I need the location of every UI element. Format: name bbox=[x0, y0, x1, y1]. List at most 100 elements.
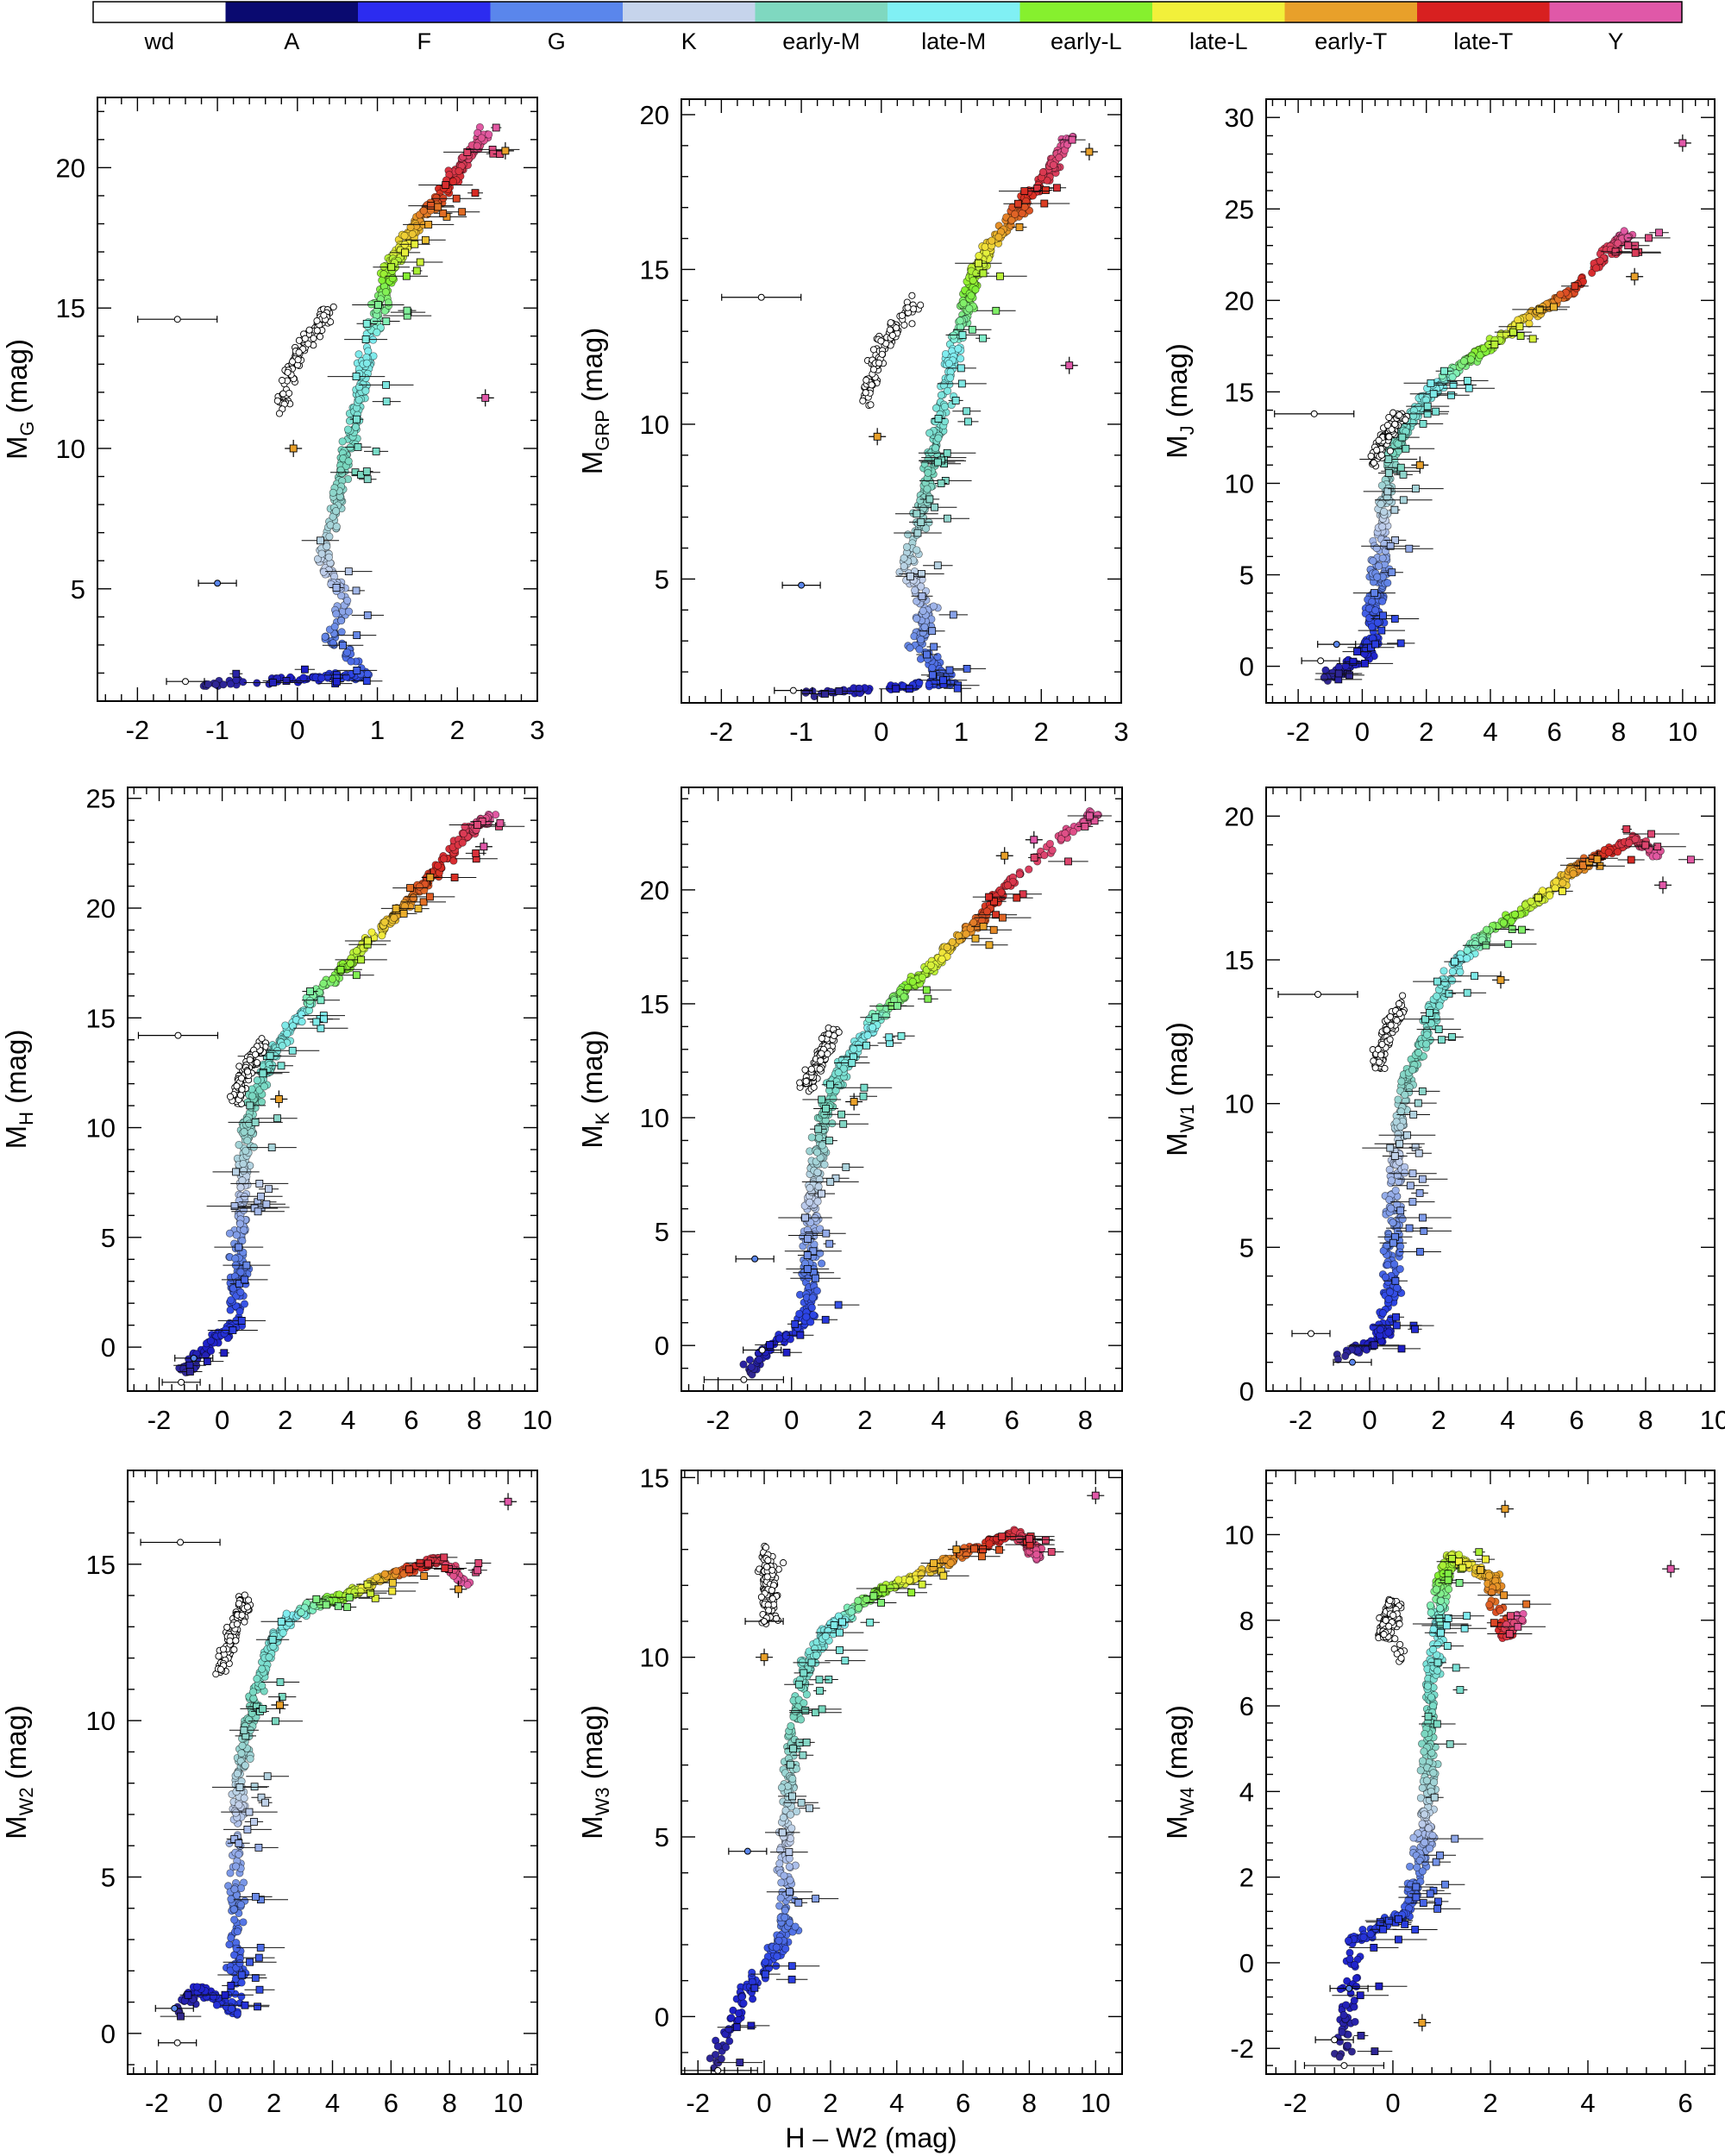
outlier-point bbox=[1019, 890, 1027, 899]
ms-point bbox=[918, 973, 926, 981]
outlier-point bbox=[387, 263, 396, 272]
y-tick-label: 15 bbox=[640, 254, 669, 285]
wd-point bbox=[253, 1059, 261, 1067]
ms-point bbox=[940, 402, 949, 411]
ms-point bbox=[818, 1259, 826, 1268]
ms-point bbox=[954, 344, 963, 353]
outlier-point bbox=[411, 240, 419, 248]
ms-point bbox=[1525, 313, 1534, 322]
outlier-point bbox=[352, 586, 361, 595]
wd-point bbox=[258, 1035, 266, 1043]
outlier-point bbox=[316, 536, 324, 545]
outlier-point bbox=[989, 925, 998, 934]
ms-point bbox=[337, 617, 346, 625]
ms-point bbox=[324, 553, 333, 561]
axes-frame bbox=[681, 787, 1123, 1392]
ms-point bbox=[239, 1159, 248, 1169]
ms-point bbox=[816, 1249, 825, 1257]
outlier-point bbox=[399, 910, 408, 918]
outlier-point bbox=[862, 1041, 870, 1050]
outlier-point bbox=[1085, 812, 1094, 820]
ms-point bbox=[1556, 290, 1565, 298]
ms-point bbox=[1378, 554, 1387, 562]
ms-point bbox=[1061, 829, 1070, 837]
wd-point bbox=[802, 1077, 810, 1085]
ms-point bbox=[924, 468, 932, 477]
ms-point bbox=[240, 1127, 248, 1137]
outlier-point bbox=[943, 448, 951, 457]
y-tick-label: 5 bbox=[101, 1223, 116, 1253]
x-tick-label: 1 bbox=[954, 717, 969, 747]
outlier-point bbox=[1361, 660, 1369, 667]
ms-point bbox=[956, 317, 964, 325]
ms-point bbox=[238, 1176, 247, 1185]
ms-point bbox=[353, 947, 361, 956]
outlier-point bbox=[1447, 391, 1455, 399]
wd-point bbox=[1396, 411, 1403, 419]
ms-point bbox=[926, 961, 935, 969]
ms-point bbox=[969, 918, 978, 927]
data-points bbox=[137, 810, 525, 1386]
wd-point bbox=[235, 1062, 243, 1070]
ms-point bbox=[1620, 227, 1628, 235]
colorbar-swatch-late-M bbox=[888, 2, 1020, 22]
wd-point bbox=[244, 1068, 252, 1075]
wd-point bbox=[316, 333, 324, 341]
outlier-point bbox=[242, 1261, 251, 1269]
outlier-point bbox=[944, 514, 951, 523]
colorbar-label: late-L bbox=[1189, 28, 1248, 54]
outlier-point bbox=[990, 897, 998, 906]
y-tick-label: 0 bbox=[655, 1331, 669, 1361]
outlier-point bbox=[472, 849, 480, 857]
outlier-point bbox=[452, 194, 461, 203]
ms-point bbox=[222, 1326, 230, 1334]
ms-point bbox=[239, 678, 248, 686]
wd-point bbox=[246, 1056, 254, 1064]
ms-point bbox=[802, 1313, 811, 1321]
outlier-point bbox=[958, 330, 967, 339]
data-points bbox=[703, 807, 1112, 1383]
ms-point bbox=[959, 299, 968, 308]
extra-point bbox=[1678, 139, 1687, 147]
ms-point bbox=[967, 291, 975, 300]
outlier-point bbox=[871, 1013, 880, 1022]
y-axis-label: MGRP (mag) bbox=[576, 328, 613, 475]
ms-point bbox=[344, 607, 354, 616]
wd-point bbox=[284, 368, 292, 376]
wd-point bbox=[313, 327, 321, 335]
isolated-point bbox=[214, 580, 222, 587]
outlier-point bbox=[979, 334, 987, 342]
ms-point bbox=[1040, 851, 1049, 860]
wd-point bbox=[816, 1065, 824, 1073]
outlier-point bbox=[1013, 893, 1021, 902]
outlier-point bbox=[834, 1300, 843, 1309]
outlier-point bbox=[1346, 671, 1353, 680]
ms-point bbox=[473, 141, 481, 150]
ms-point bbox=[1011, 210, 1019, 218]
ms-point bbox=[988, 236, 996, 245]
outlier-point bbox=[1432, 407, 1440, 416]
ms-point bbox=[240, 1300, 249, 1308]
x-tick-label: 2 bbox=[1419, 717, 1433, 747]
ms-point bbox=[944, 386, 952, 395]
outlier-point bbox=[957, 379, 966, 388]
outlier-point bbox=[1390, 615, 1399, 623]
ms-point bbox=[419, 206, 428, 215]
y-tick-label: 10 bbox=[640, 1103, 669, 1133]
outlier-point bbox=[951, 396, 960, 404]
outlier-point bbox=[282, 677, 291, 685]
colorbar-label: Y bbox=[1608, 28, 1623, 54]
outlier-point bbox=[352, 373, 361, 381]
x-tick-label: 0 bbox=[290, 715, 304, 745]
colorbar-swatch-early-M bbox=[755, 2, 888, 22]
ms-point bbox=[900, 554, 908, 562]
ms-point bbox=[1514, 316, 1522, 324]
outlier-point bbox=[1388, 568, 1396, 577]
outlier-point bbox=[317, 996, 325, 1005]
y-tick-label: 20 bbox=[56, 153, 85, 183]
outlier-point bbox=[363, 475, 372, 484]
ms-point bbox=[820, 1160, 829, 1169]
outlier-point bbox=[419, 898, 428, 906]
outlier-point bbox=[251, 1119, 260, 1126]
